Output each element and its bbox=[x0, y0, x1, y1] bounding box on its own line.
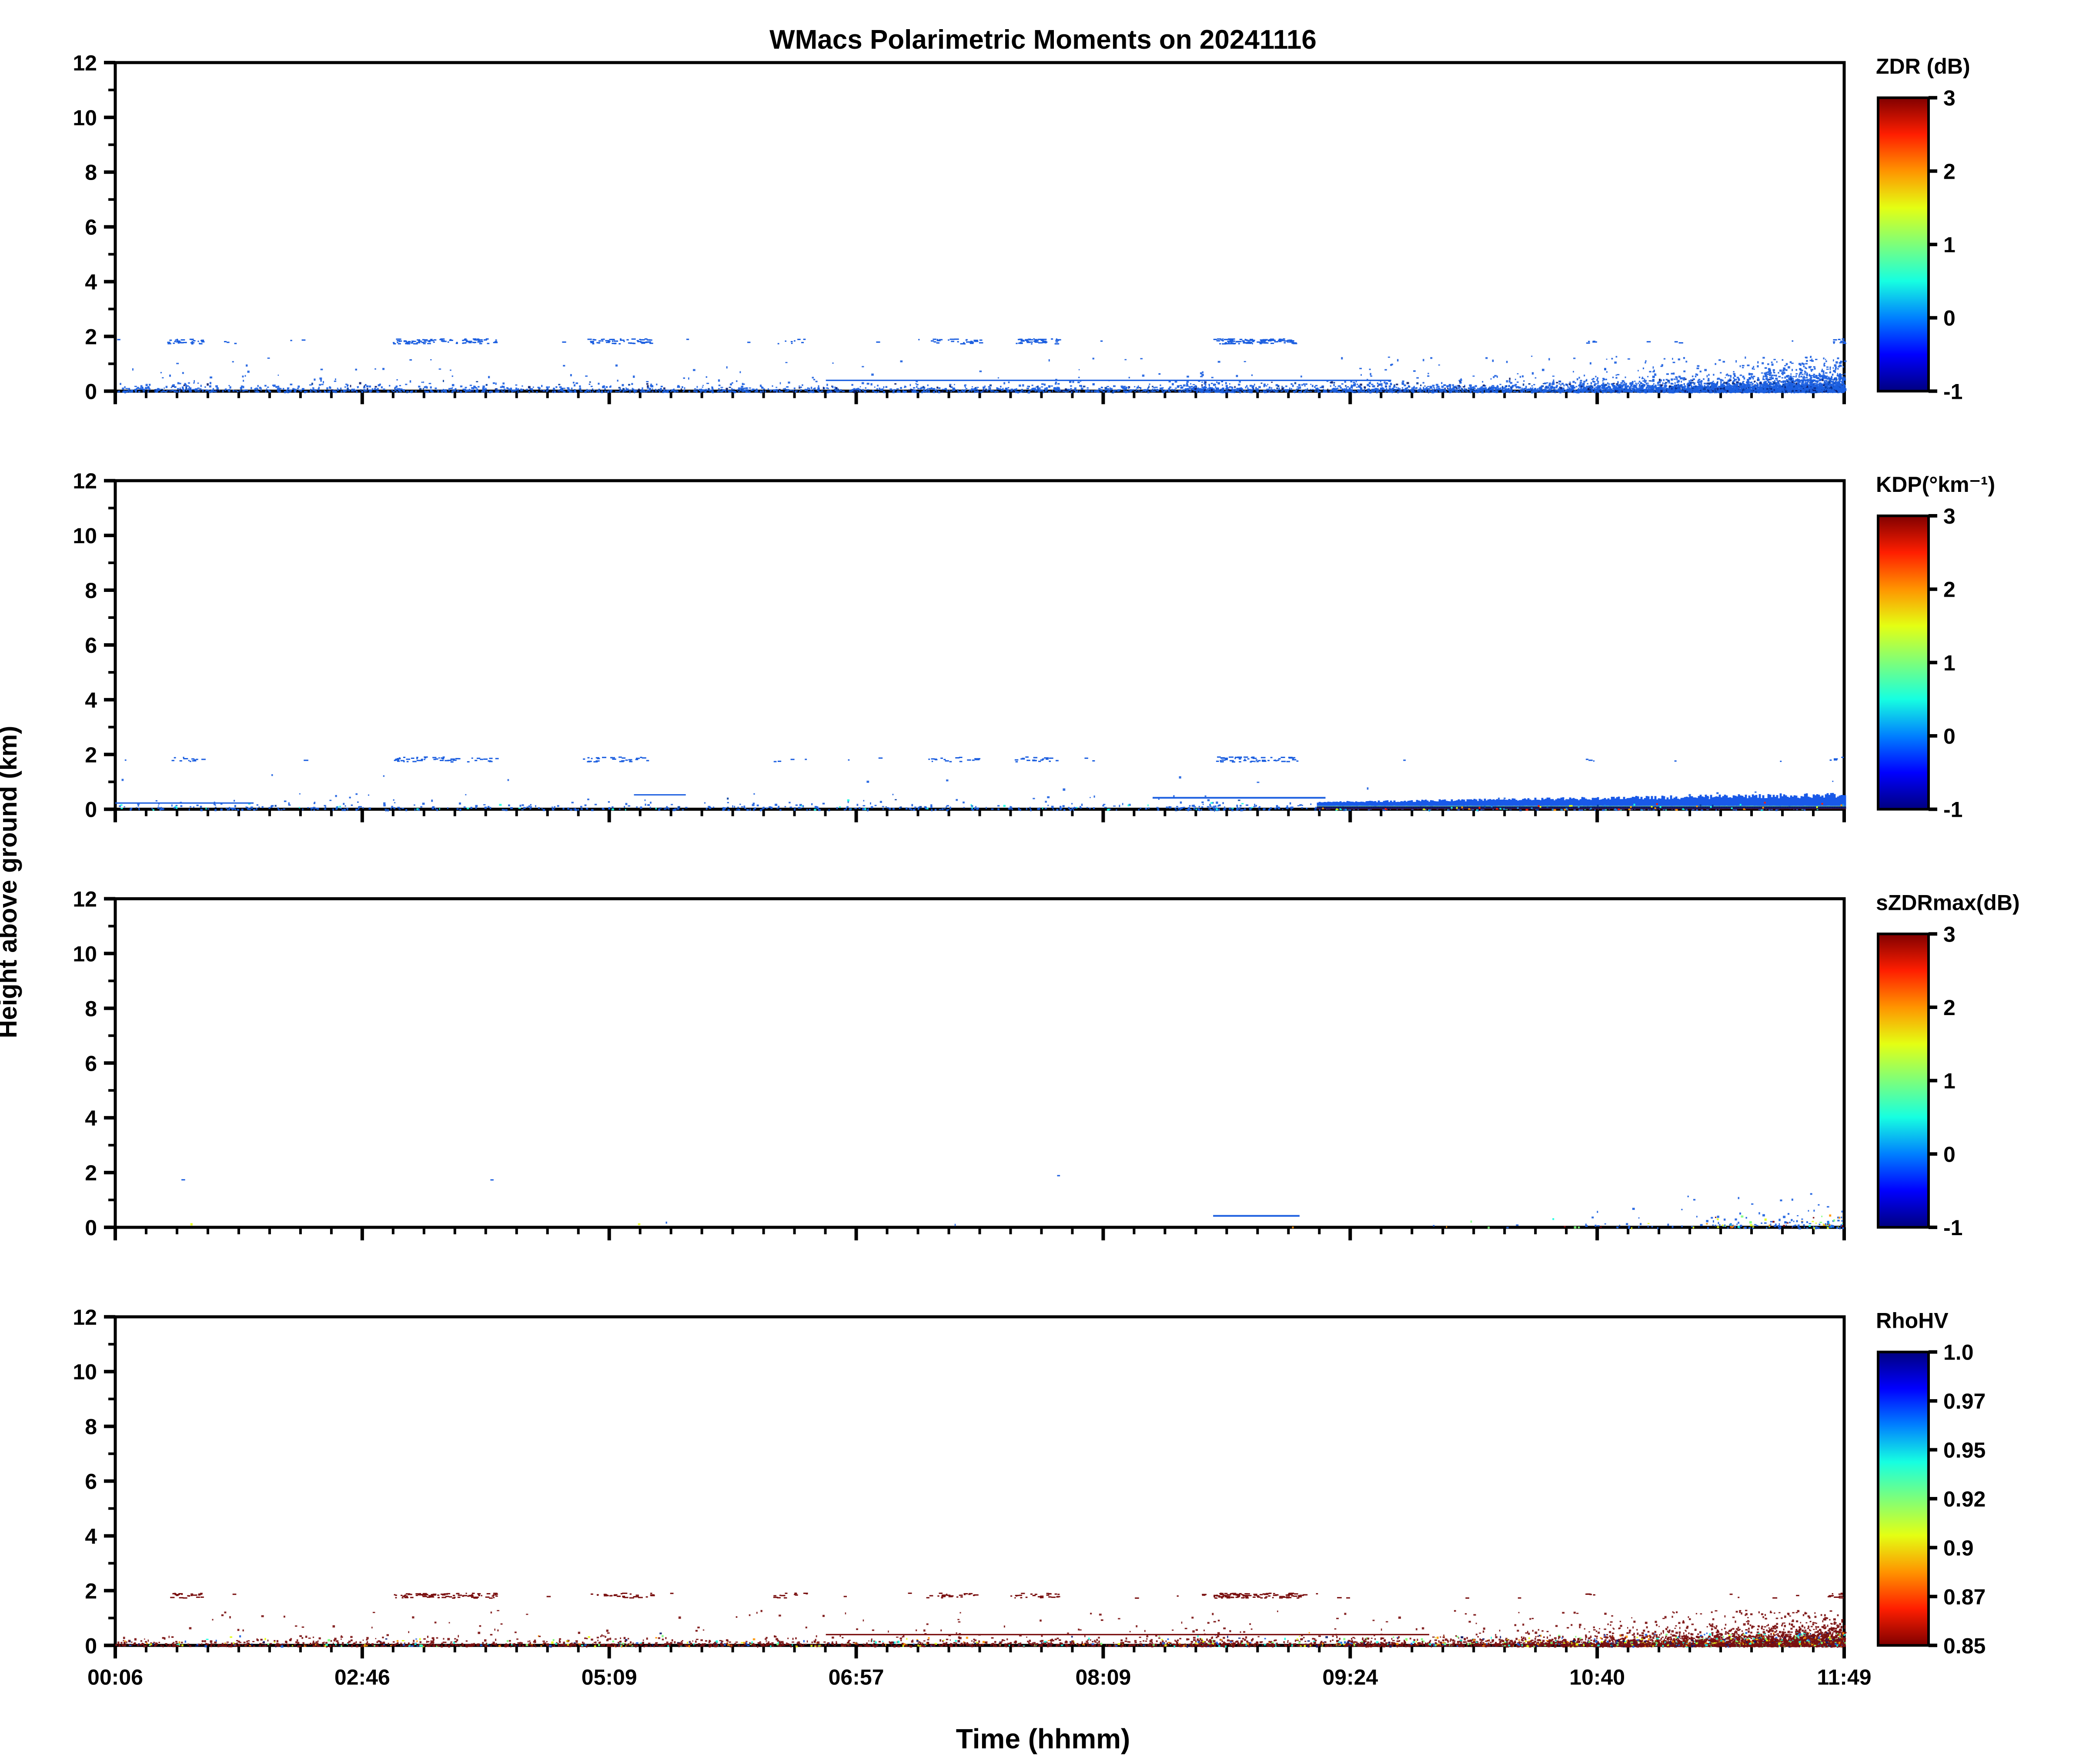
svg-text:2: 2 bbox=[85, 1579, 97, 1603]
svg-text:0: 0 bbox=[1943, 1142, 1956, 1166]
svg-text:0.95: 0.95 bbox=[1943, 1438, 1986, 1463]
svg-text:11:49: 11:49 bbox=[1817, 1665, 1871, 1689]
svg-text:12: 12 bbox=[73, 1305, 97, 1330]
svg-text:2: 2 bbox=[1943, 578, 1956, 602]
svg-text:06:57: 06:57 bbox=[829, 1665, 884, 1689]
svg-text:0: 0 bbox=[85, 1634, 97, 1658]
svg-text:3: 3 bbox=[1943, 86, 1956, 110]
svg-text:6: 6 bbox=[85, 1051, 97, 1076]
svg-text:0: 0 bbox=[85, 1216, 97, 1240]
svg-text:sZDRmax(dB): sZDRmax(dB) bbox=[1876, 890, 2020, 915]
svg-text:0.97: 0.97 bbox=[1943, 1389, 1986, 1413]
svg-text:10: 10 bbox=[73, 524, 97, 548]
svg-text:0.87: 0.87 bbox=[1943, 1585, 1986, 1609]
svg-text:2: 2 bbox=[1943, 159, 1956, 184]
svg-text:6: 6 bbox=[85, 633, 97, 658]
svg-text:0: 0 bbox=[1943, 724, 1956, 748]
svg-text:3: 3 bbox=[1943, 504, 1956, 528]
svg-text:-1: -1 bbox=[1943, 798, 1962, 822]
svg-text:0.9: 0.9 bbox=[1943, 1536, 1974, 1560]
svg-text:ZDR (dB): ZDR (dB) bbox=[1876, 54, 1970, 79]
svg-text:-1: -1 bbox=[1943, 1216, 1962, 1240]
svg-text:10:40: 10:40 bbox=[1569, 1665, 1625, 1689]
svg-text:2: 2 bbox=[1943, 996, 1956, 1020]
svg-text:6: 6 bbox=[85, 215, 97, 240]
svg-text:2: 2 bbox=[85, 743, 97, 767]
svg-text:0.92: 0.92 bbox=[1943, 1487, 1986, 1511]
svg-text:8: 8 bbox=[85, 996, 97, 1021]
svg-text:1.0: 1.0 bbox=[1943, 1340, 1974, 1365]
svg-text:0: 0 bbox=[1943, 306, 1956, 331]
svg-text:12: 12 bbox=[73, 51, 97, 75]
svg-text:08:09: 08:09 bbox=[1075, 1665, 1131, 1689]
svg-text:8: 8 bbox=[85, 578, 97, 603]
svg-text:2: 2 bbox=[85, 1161, 97, 1185]
svg-text:WMacs Polarimetric Moments on: WMacs Polarimetric Moments on 20241116 bbox=[769, 25, 1317, 55]
svg-text:05:09: 05:09 bbox=[582, 1665, 637, 1689]
svg-text:02:46: 02:46 bbox=[334, 1665, 390, 1689]
svg-text:KDP(°km⁻¹): KDP(°km⁻¹) bbox=[1876, 472, 1995, 497]
svg-text:1: 1 bbox=[1943, 651, 1956, 675]
svg-text:4: 4 bbox=[85, 270, 97, 294]
svg-text:00:06: 00:06 bbox=[87, 1665, 143, 1689]
svg-text:4: 4 bbox=[85, 688, 97, 712]
svg-text:0: 0 bbox=[85, 798, 97, 822]
svg-text:10: 10 bbox=[73, 1360, 97, 1384]
svg-text:6: 6 bbox=[85, 1470, 97, 1494]
svg-text:RhoHV: RhoHV bbox=[1876, 1309, 1949, 1333]
svg-text:12: 12 bbox=[73, 469, 97, 493]
svg-text:4: 4 bbox=[85, 1106, 97, 1130]
svg-text:8: 8 bbox=[85, 1415, 97, 1439]
svg-text:10: 10 bbox=[73, 106, 97, 130]
svg-text:1: 1 bbox=[1943, 1069, 1956, 1093]
svg-text:0.85: 0.85 bbox=[1943, 1634, 1986, 1658]
svg-text:12: 12 bbox=[73, 887, 97, 912]
svg-text:1: 1 bbox=[1943, 233, 1956, 257]
svg-text:0: 0 bbox=[85, 379, 97, 404]
svg-text:3: 3 bbox=[1943, 922, 1956, 946]
svg-text:10: 10 bbox=[73, 942, 97, 966]
svg-text:8: 8 bbox=[85, 160, 97, 185]
svg-text:4: 4 bbox=[85, 1524, 97, 1548]
svg-text:2: 2 bbox=[85, 324, 97, 349]
svg-text:09:24: 09:24 bbox=[1322, 1665, 1378, 1689]
svg-text:-1: -1 bbox=[1943, 379, 1962, 404]
svg-text:Height above ground (km): Height above ground (km) bbox=[0, 726, 22, 1039]
